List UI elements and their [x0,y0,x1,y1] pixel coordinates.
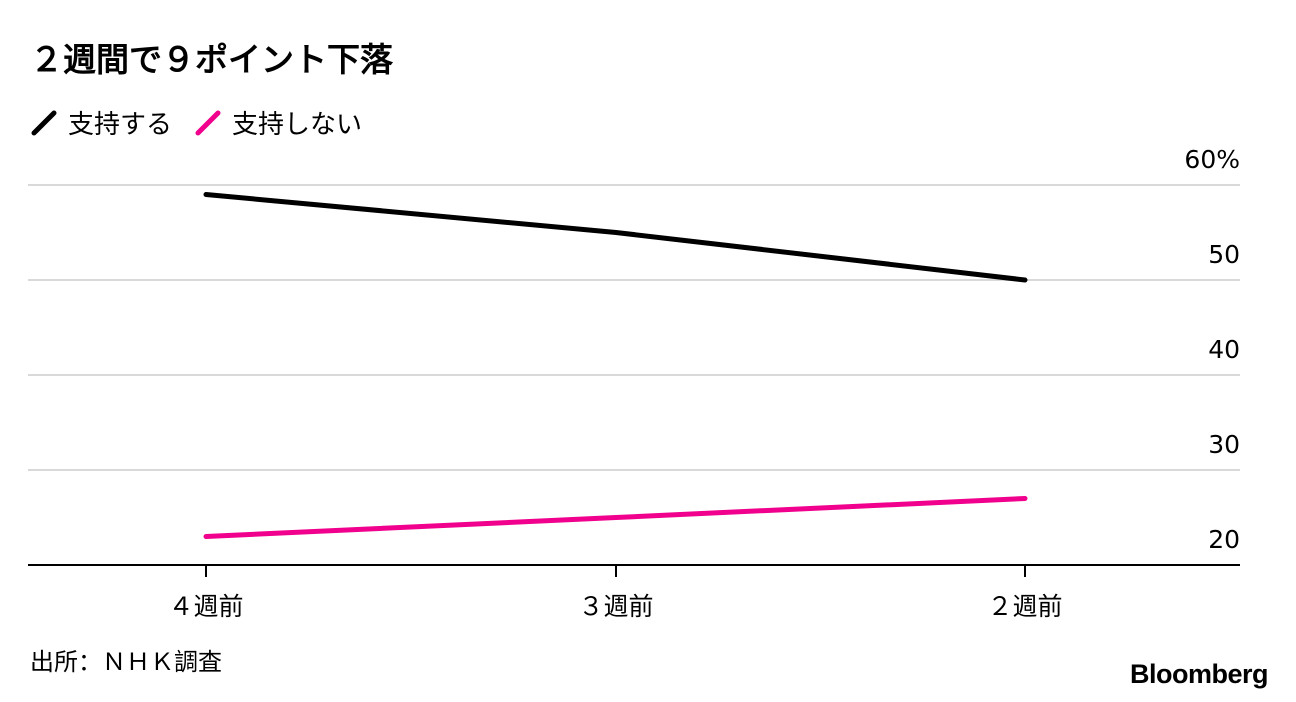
x-tick-label: ２週前 [987,592,1062,621]
y-tick-label: 30 [1208,430,1240,459]
series-lines [203,192,1028,539]
chart-legend: 支持する 支持しない [30,104,384,140]
brand-logo: Bloomberg [1129,659,1269,689]
y-tick-label: 20 [1208,525,1240,554]
legend-item-support: 支持する [30,104,172,141]
x-tick-label: ４週前 [168,592,243,621]
y-axis-ticks: 60% 50 40 30 20 [1184,145,1240,554]
legend-label-not-support: 支持しない [232,109,363,140]
y-tick-label: 40 [1208,335,1240,364]
series-line-0 [203,192,1028,283]
chart-title: ２週間で９ポイント下落 [30,40,393,79]
y-tick-label: 50 [1208,240,1240,269]
x-tick-label: ３週前 [578,592,653,621]
legend-item-not-support: 支持しない [194,104,362,141]
source-note: 出所：ＮＨＫ調査 [30,648,222,676]
legend-label-support: 支持する [68,109,173,140]
y-tick-label: 60% [1184,145,1240,174]
x-axis: ４週前 ３週前 ２週前 [28,564,1240,621]
legend-swatch-support [31,110,57,136]
legend-swatch-not-support [195,110,221,136]
gridlines [28,184,1240,471]
series-line-1 [203,496,1028,539]
